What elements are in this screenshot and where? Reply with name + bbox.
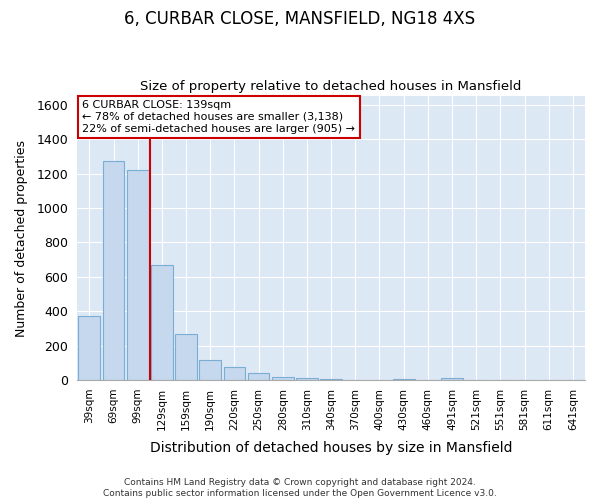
Bar: [103, 162, 124, 380]
Bar: [79, 316, 100, 380]
X-axis label: Distribution of detached houses by size in Mansfield: Distribution of detached houses by size …: [150, 441, 512, 455]
Title: Size of property relative to detached houses in Mansfield: Size of property relative to detached ho…: [140, 80, 522, 94]
Text: 6 CURBAR CLOSE: 139sqm
← 78% of detached houses are smaller (3,138)
22% of semi-: 6 CURBAR CLOSE: 139sqm ← 78% of detached…: [82, 100, 355, 134]
Text: Contains HM Land Registry data © Crown copyright and database right 2024.
Contai: Contains HM Land Registry data © Crown c…: [103, 478, 497, 498]
Bar: [248, 373, 269, 380]
Bar: [127, 170, 149, 380]
Bar: [151, 265, 173, 380]
Bar: [199, 360, 221, 380]
Bar: [272, 376, 293, 380]
Bar: [441, 378, 463, 380]
Bar: [224, 367, 245, 380]
Bar: [175, 334, 197, 380]
Y-axis label: Number of detached properties: Number of detached properties: [15, 140, 28, 336]
Bar: [296, 378, 318, 380]
Text: 6, CURBAR CLOSE, MANSFIELD, NG18 4XS: 6, CURBAR CLOSE, MANSFIELD, NG18 4XS: [124, 10, 476, 28]
